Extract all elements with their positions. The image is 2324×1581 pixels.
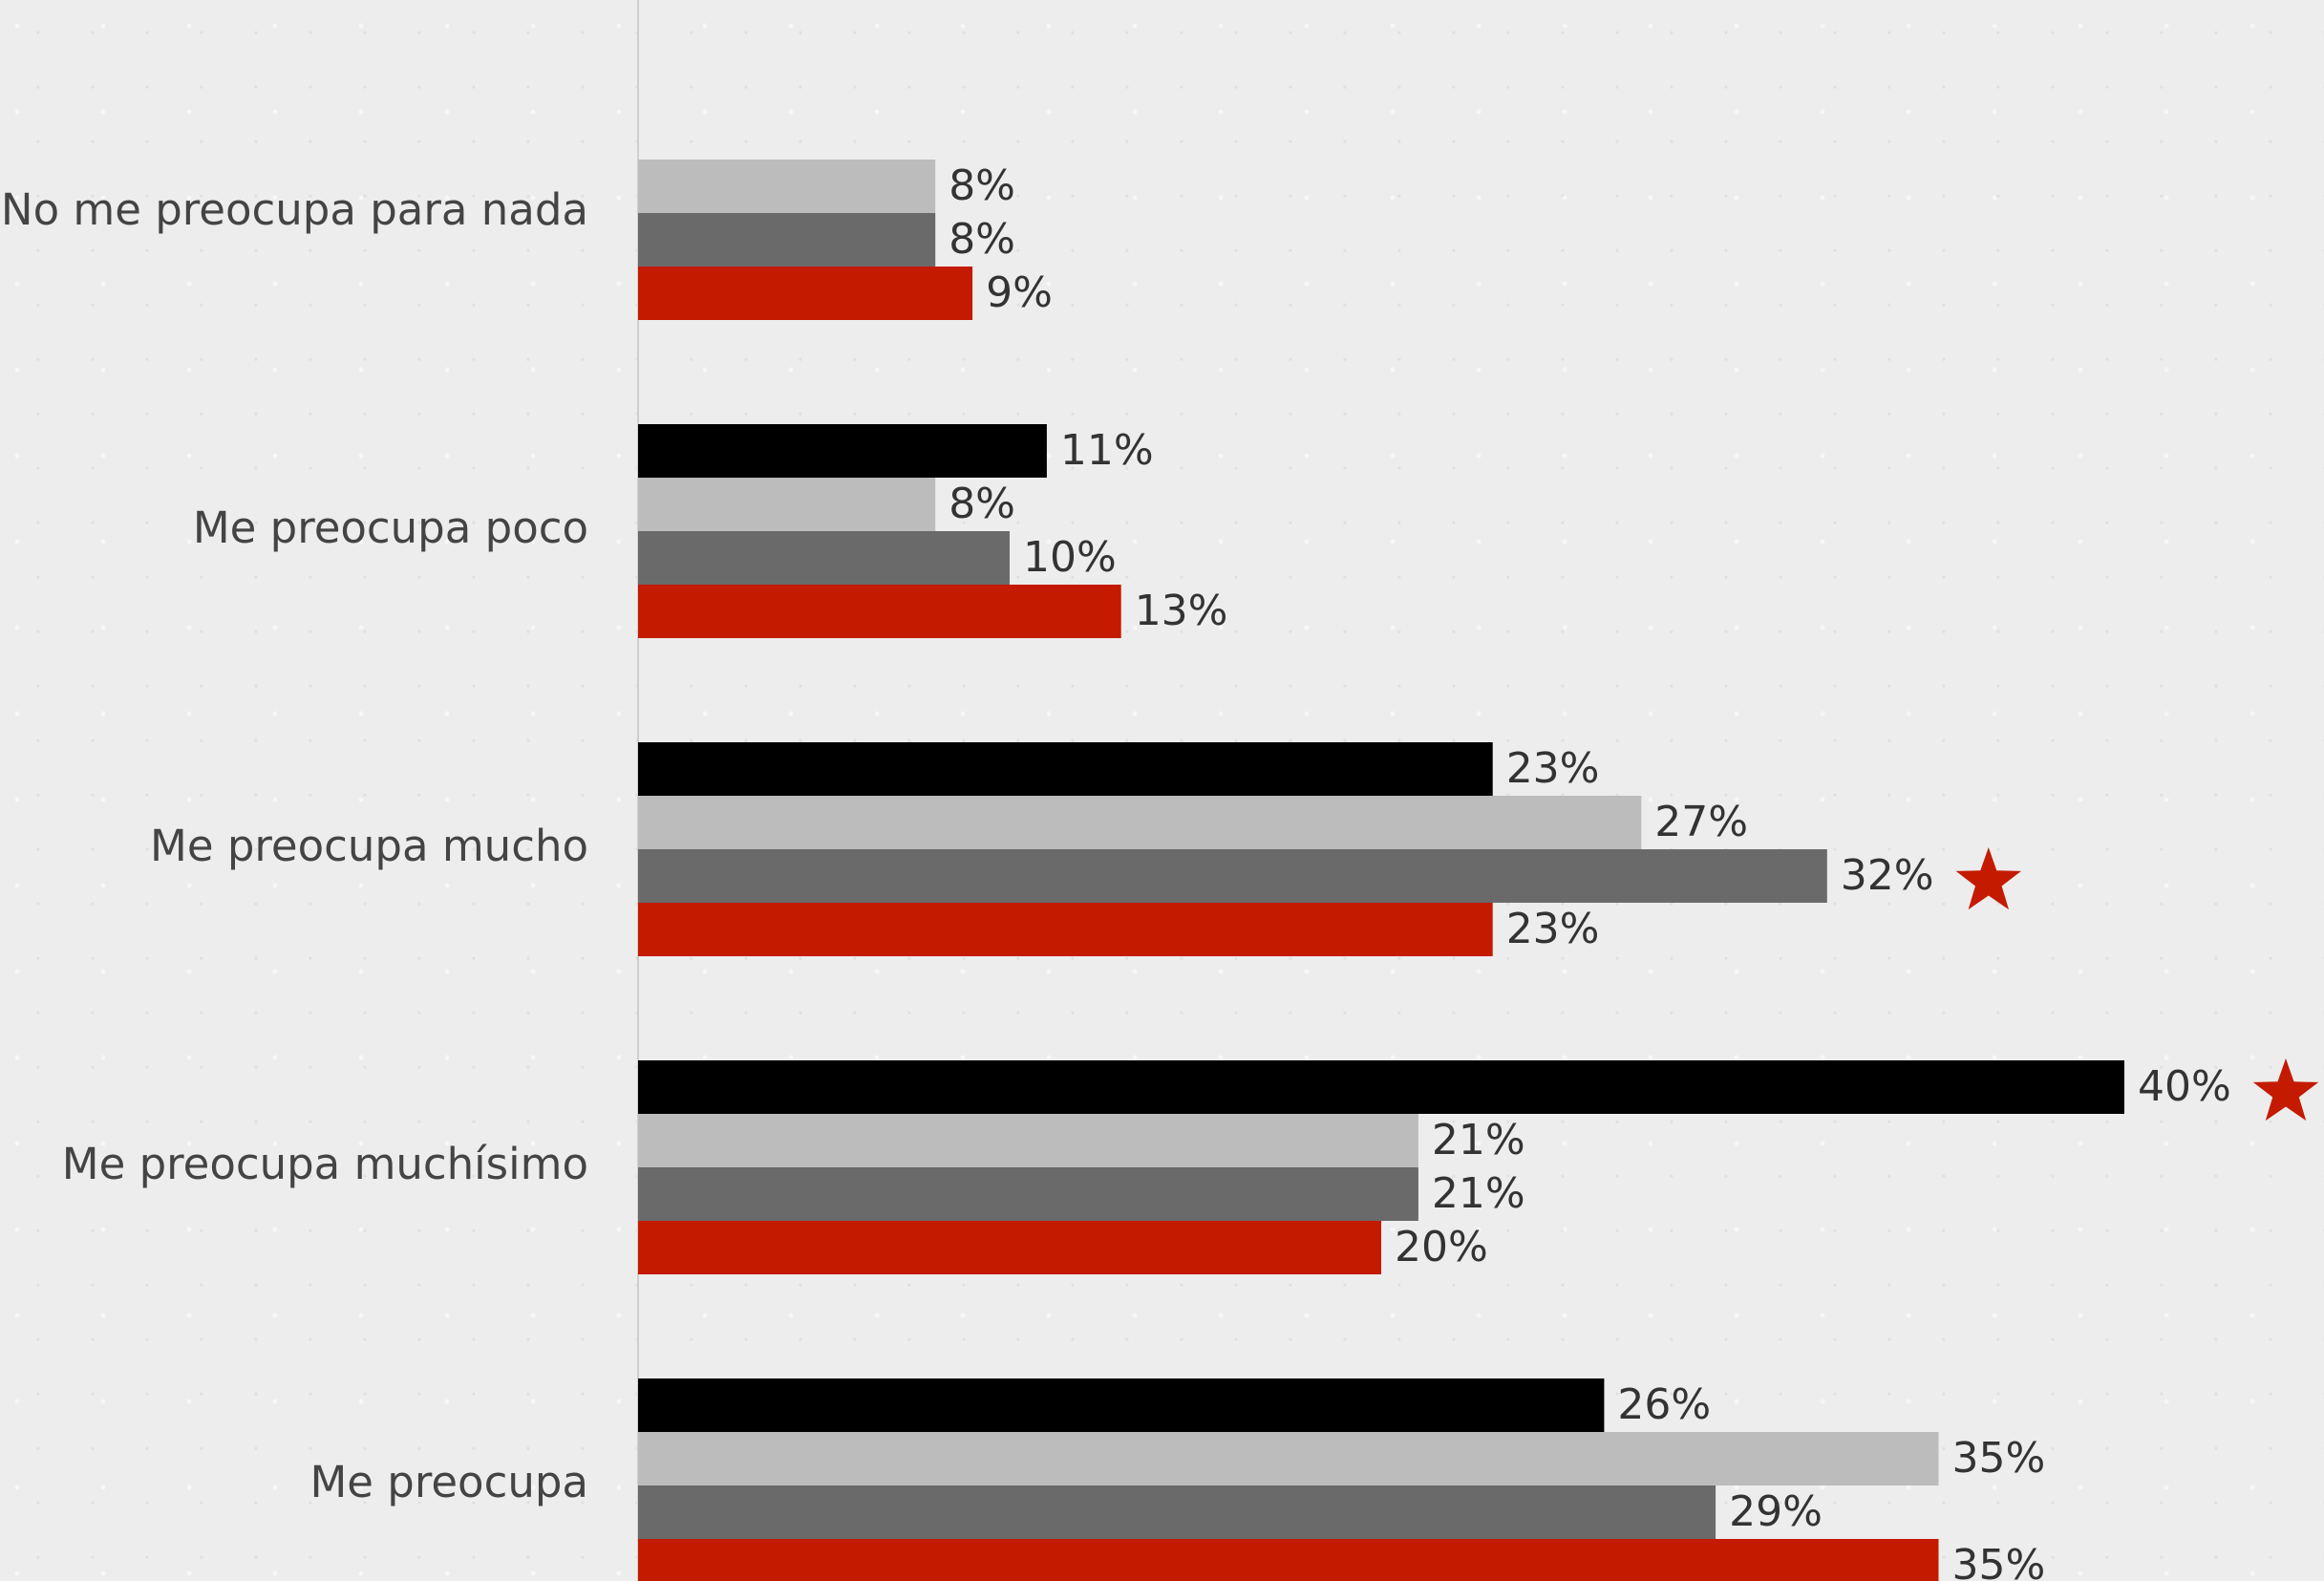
category-label: Me preocupa poco [193, 502, 588, 553]
data-label: 21% [1432, 1116, 1525, 1164]
data-label: 23% [1506, 905, 1600, 953]
data-label: 35% [1952, 1541, 2046, 1581]
bar [638, 1485, 1716, 1539]
bar [638, 903, 1493, 956]
bar [638, 1060, 2124, 1114]
category-label: Me preocupa mucho [150, 821, 588, 871]
bar [638, 1378, 1605, 1432]
data-label: 26% [1617, 1380, 1711, 1429]
bar [638, 585, 1121, 638]
bar [638, 213, 936, 267]
bar [638, 478, 936, 531]
category-label: Me preocupa [309, 1457, 588, 1507]
data-label: 13% [1135, 587, 1228, 635]
bar [638, 1432, 1939, 1485]
bar [638, 1114, 1418, 1167]
data-label: 8% [949, 161, 1015, 210]
bar [638, 531, 1010, 585]
bar [638, 849, 1827, 903]
bar [638, 160, 936, 213]
bar [638, 424, 1047, 478]
category-label: Me preocupa muchísimo [62, 1139, 588, 1189]
data-label: 10% [1023, 533, 1117, 582]
data-label: 35% [1952, 1434, 2046, 1483]
star-icon [2252, 1058, 2319, 1122]
bar [638, 1221, 1381, 1274]
data-label: 9% [986, 268, 1053, 317]
star-icon [1955, 847, 2021, 910]
bar [638, 267, 973, 320]
data-label: 23% [1506, 744, 1600, 793]
data-label: 11% [1060, 426, 1154, 475]
data-label: 21% [1432, 1169, 1525, 1218]
data-label: 20% [1395, 1223, 1488, 1271]
bar [638, 742, 1493, 796]
data-label: 27% [1654, 798, 1748, 846]
category-label: No me preocupa para nada [1, 184, 588, 235]
data-label: 40% [2138, 1062, 2231, 1111]
data-label: 8% [949, 215, 1015, 264]
data-label: 29% [1729, 1487, 1823, 1536]
data-label: 32% [1841, 851, 1934, 900]
bar [638, 1539, 1939, 1581]
data-label: 8% [949, 480, 1015, 528]
bar [638, 796, 1642, 849]
bar [638, 1167, 1418, 1221]
